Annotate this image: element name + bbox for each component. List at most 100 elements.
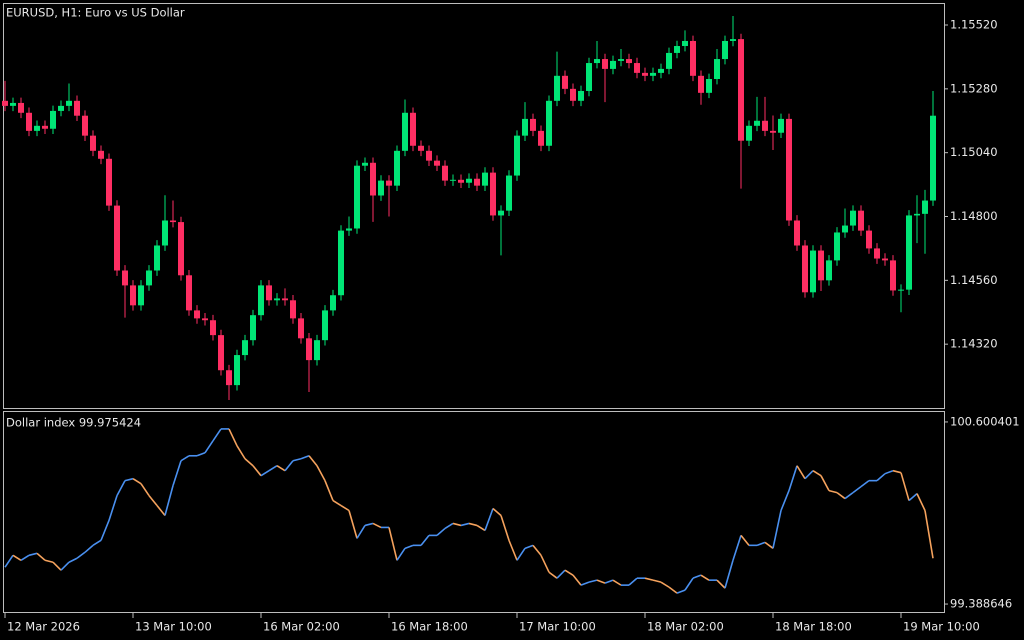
indicator-segment (780, 490, 790, 511)
indicator-segment (716, 579, 726, 589)
candle-body (346, 228, 352, 231)
candle-body (858, 210, 864, 231)
candle-body (26, 112, 32, 131)
indicator-segment (452, 522, 462, 527)
candle-body (290, 300, 296, 319)
x-tick-label: 17 Mar 10:00 (519, 620, 596, 634)
candle-body (122, 270, 128, 286)
candle-body (322, 310, 328, 341)
indicator-segment (140, 483, 150, 497)
indicator-segment (388, 527, 398, 561)
candle-body (2, 100, 8, 106)
candle-body (906, 215, 912, 290)
candle-body (714, 59, 720, 80)
indicator-segment (164, 485, 174, 516)
candle-body (90, 135, 96, 151)
indicator-segment (396, 547, 406, 561)
indicator-segment (764, 541, 774, 549)
candle-body (226, 370, 232, 386)
candle-body (914, 213, 920, 216)
indicator-segment (44, 559, 54, 564)
indicator-segment (92, 539, 102, 547)
candle-body (730, 39, 736, 41)
indicator-segment (308, 455, 318, 467)
indicator-segment (476, 524, 486, 532)
indicator-segment (316, 465, 326, 482)
candle-body (242, 340, 248, 356)
indicator-segment (740, 534, 750, 546)
candle-body (538, 130, 544, 146)
candle-body (234, 355, 240, 386)
candle-body (666, 52, 672, 69)
candle-body (418, 145, 424, 151)
indicator-segment (828, 489, 838, 494)
candle-body (98, 150, 104, 159)
indicator-segment (340, 504, 350, 512)
candle-body (930, 115, 936, 201)
indicator-segment (724, 560, 734, 589)
candle-body (154, 245, 160, 271)
indicator-segment (156, 505, 166, 516)
indicator-segment (756, 541, 766, 547)
x-tick-label: 18 Mar 18:00 (775, 620, 852, 634)
candle-body (522, 118, 528, 136)
y-tick-label: 1.14800 (950, 209, 998, 223)
indicator-segment (556, 569, 566, 579)
candle-body (82, 115, 88, 136)
indicator-segment (76, 551, 86, 559)
indicator-segment (500, 515, 510, 541)
main-pane-frame (3, 3, 945, 409)
candle-body (186, 275, 192, 311)
indicator-segment (836, 491, 846, 500)
indicator-segment (68, 557, 78, 563)
candle-body (786, 118, 792, 221)
candle-body (674, 46, 680, 53)
indicator-segment (684, 577, 694, 591)
indicator-segment (492, 507, 502, 517)
x-tick-label: 12 Mar 2026 (7, 620, 80, 634)
candle-body (810, 250, 816, 293)
candle-body (434, 160, 440, 166)
candle-body (706, 79, 712, 93)
candle-body (874, 248, 880, 259)
indicator-segment (532, 544, 542, 556)
indicator-segment (148, 495, 158, 507)
y-tick-label: 1.15280 (950, 81, 998, 95)
indicator-segment (84, 544, 94, 553)
indicator-segment (612, 579, 622, 586)
indicator-segment (908, 492, 918, 502)
candle-body (602, 59, 608, 69)
indicator-segment (572, 574, 582, 586)
candle-body (282, 298, 288, 301)
indicator-segment (628, 577, 638, 586)
candle-body (834, 232, 840, 261)
y-tick-label: 1.14320 (950, 337, 998, 351)
candle-body (58, 105, 64, 111)
candle-body (466, 178, 472, 183)
candle-body (426, 150, 432, 161)
candle-body (530, 118, 536, 131)
candle-body (146, 270, 152, 286)
y-tick-label: 100.600401 (950, 414, 1020, 428)
y-tick-label: 1.15520 (950, 18, 998, 32)
indicator-segment (204, 440, 214, 454)
indicator-segment (508, 540, 518, 561)
candle-body (42, 125, 48, 129)
y-tick-label: 1.14560 (950, 273, 998, 287)
indicator-segment (900, 472, 910, 501)
candle-body (514, 135, 520, 176)
candle-body (162, 220, 168, 246)
candle-body (642, 72, 648, 76)
indicator-segment (468, 522, 478, 527)
x-tick-label: 16 Mar 18:00 (391, 620, 468, 634)
indicator-segment (892, 469, 902, 474)
candle-body (50, 110, 56, 129)
candle-body (802, 245, 808, 293)
candle-body (138, 285, 144, 306)
candle-body (362, 162, 368, 166)
candle-body (898, 289, 904, 291)
indicator-segment (804, 470, 814, 480)
candle-body (194, 310, 200, 319)
indicator-segment (236, 445, 246, 460)
candle-body (218, 335, 224, 371)
